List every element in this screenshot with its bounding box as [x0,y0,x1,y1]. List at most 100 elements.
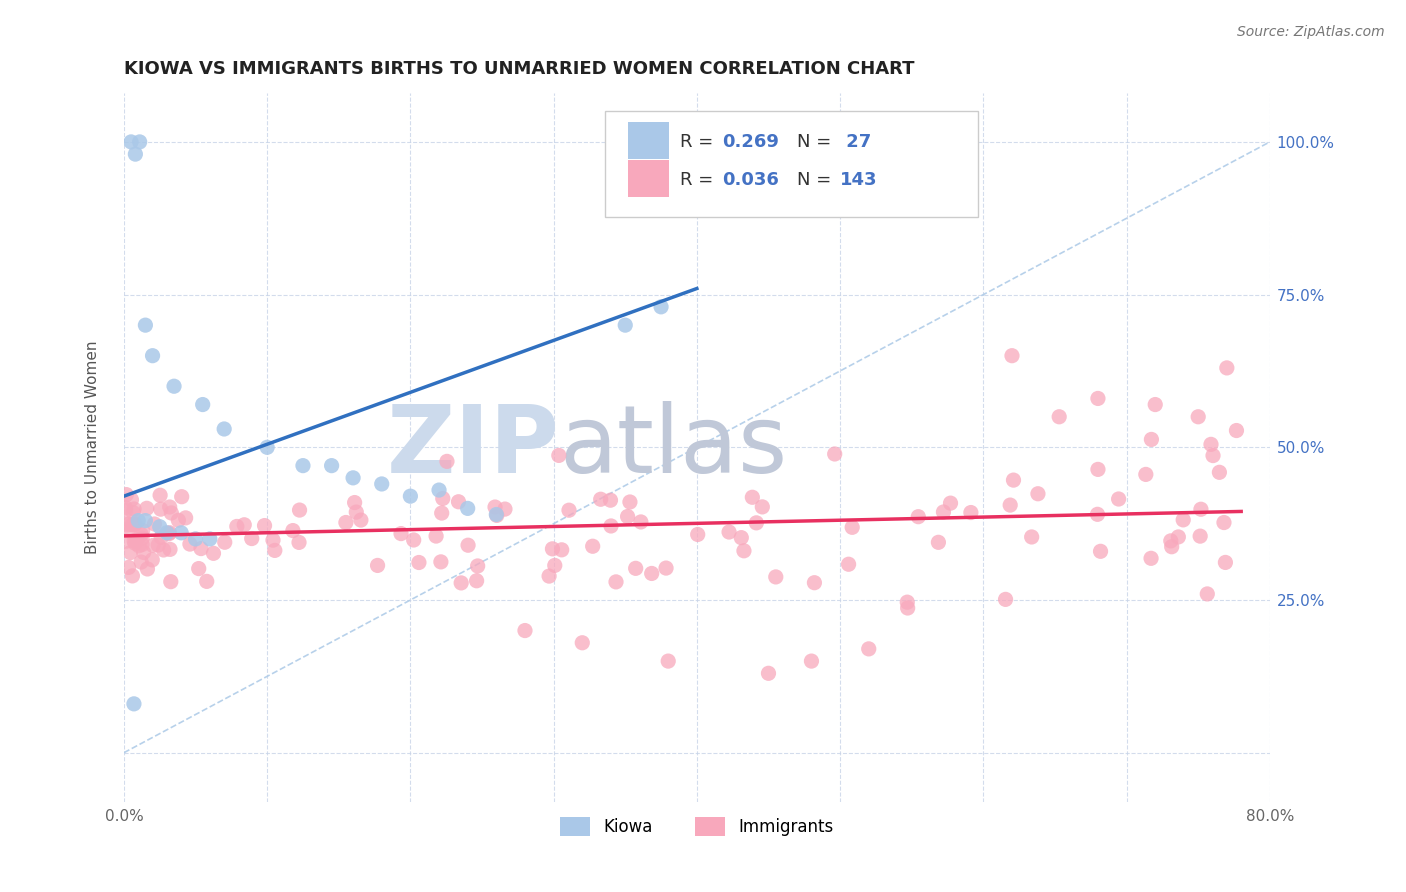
Point [1202,449,1225,463]
Point [730,531,752,545]
Point [256,440,278,454]
Point [599,493,621,508]
Text: N =: N = [797,133,837,151]
Point [115,487,138,501]
Point [1216,360,1239,375]
Point [159,542,181,557]
Point [765,570,787,584]
Point [120,545,142,559]
Point [343,495,366,509]
Point [143,516,166,531]
Point [131,531,153,545]
Point [939,496,962,510]
Point [281,524,304,538]
Point [184,532,207,546]
Point [160,506,183,520]
Point [291,458,314,473]
Point [897,601,920,615]
Point [1090,544,1112,558]
Point [432,491,454,506]
Point [1199,437,1222,451]
Point [134,318,156,333]
Point [288,535,311,549]
Point [321,458,343,473]
Point [156,525,179,540]
Point [457,538,479,552]
Point [240,532,263,546]
Point [447,495,470,509]
Point [1021,530,1043,544]
Point [120,492,142,507]
Point [430,506,453,520]
Point [1160,540,1182,554]
Point [1160,533,1182,548]
Point [212,422,235,436]
Point [170,490,193,504]
FancyBboxPatch shape [628,161,669,197]
Point [1140,433,1163,447]
Y-axis label: Births to Unmarried Women: Births to Unmarried Women [86,341,100,554]
Point [541,541,564,556]
Point [932,505,955,519]
Point [190,541,212,556]
Point [124,516,146,531]
Point [344,505,367,519]
Text: R =: R = [679,133,718,151]
Point [127,514,149,528]
Point [122,697,145,711]
Point [117,560,139,574]
Text: N =: N = [797,171,837,189]
Point [485,508,508,522]
Point [1087,462,1109,476]
Point [582,539,605,553]
Point [141,553,163,567]
Point [157,526,180,541]
Point [124,536,146,550]
Point [994,592,1017,607]
Text: Source: ZipAtlas.com: Source: ZipAtlas.com [1237,25,1385,39]
Point [1189,502,1212,516]
Point [149,488,172,502]
Point [1187,409,1209,424]
Point [686,527,709,541]
Point [122,506,145,520]
Point [803,575,825,590]
Point [450,575,472,590]
Point [163,379,186,393]
Point [120,135,142,149]
Text: 0.269: 0.269 [723,133,779,151]
Point [998,498,1021,512]
Text: 143: 143 [841,171,877,189]
Point [1140,551,1163,566]
Point [159,574,181,589]
Point [655,561,678,575]
Point [1189,529,1212,543]
Point [115,517,138,532]
Point [1213,516,1236,530]
Point [122,533,145,548]
Point [927,535,949,549]
Point [841,520,863,534]
Point [800,654,823,668]
Point [263,543,285,558]
Point [125,533,148,548]
Point [262,533,284,548]
Point [174,511,197,525]
Point [124,147,146,161]
Point [342,471,364,485]
Point [616,509,638,524]
Point [551,542,574,557]
Point [494,502,516,516]
Point [430,555,453,569]
Point [614,318,637,333]
Point [619,495,641,509]
Point [408,556,430,570]
Point [650,300,672,314]
Point [600,519,623,533]
Point [758,666,780,681]
Point [907,509,929,524]
Point [191,398,214,412]
Point [751,500,773,514]
Point [121,569,143,583]
Point [1197,587,1219,601]
